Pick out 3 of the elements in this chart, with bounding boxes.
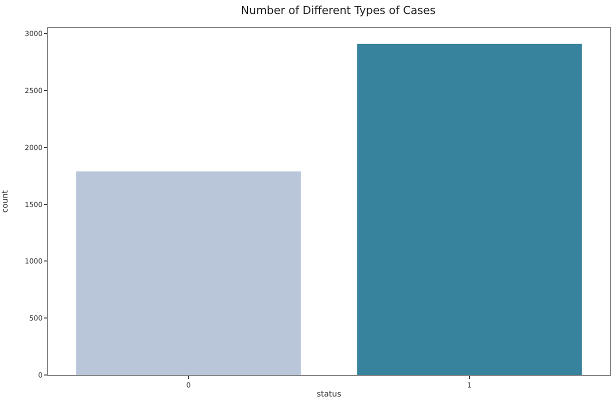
y-axis-title: count (0, 190, 10, 213)
x-axis-title: status (316, 390, 342, 398)
chart-title: Number of Different Types of Cases (240, 4, 436, 17)
